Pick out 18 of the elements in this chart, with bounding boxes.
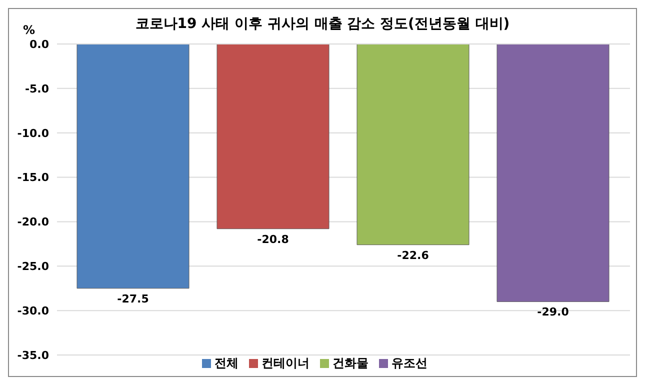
y-tick-label: -35.0 <box>17 348 50 362</box>
y-tick-label: -15.0 <box>17 171 50 184</box>
data-label: -27.5 <box>117 292 149 306</box>
y-axis-title: % <box>23 23 36 37</box>
chart-title: 코로나19 사태 이후 귀사의 매출 감소 정도(전년동월 대비) <box>135 16 510 32</box>
data-label: -22.6 <box>397 248 430 262</box>
y-tick-label: -30.0 <box>17 304 50 318</box>
y-tick-label: -20.0 <box>17 216 50 229</box>
data-label: -20.8 <box>257 232 289 246</box>
data-label: -29.0 <box>537 306 570 319</box>
legend-label: 건화물 <box>332 356 368 370</box>
legend-label: 전체 <box>214 356 238 370</box>
y-tick-label: -25.0 <box>17 260 50 274</box>
y-tick-label: -5.0 <box>24 82 50 96</box>
y-tick-label: 0.0 <box>30 38 50 51</box>
y-tick-label: -10.0 <box>17 126 50 140</box>
legend-label: 컨테이너 <box>262 356 310 370</box>
legend-label: 유조선 <box>392 356 428 370</box>
